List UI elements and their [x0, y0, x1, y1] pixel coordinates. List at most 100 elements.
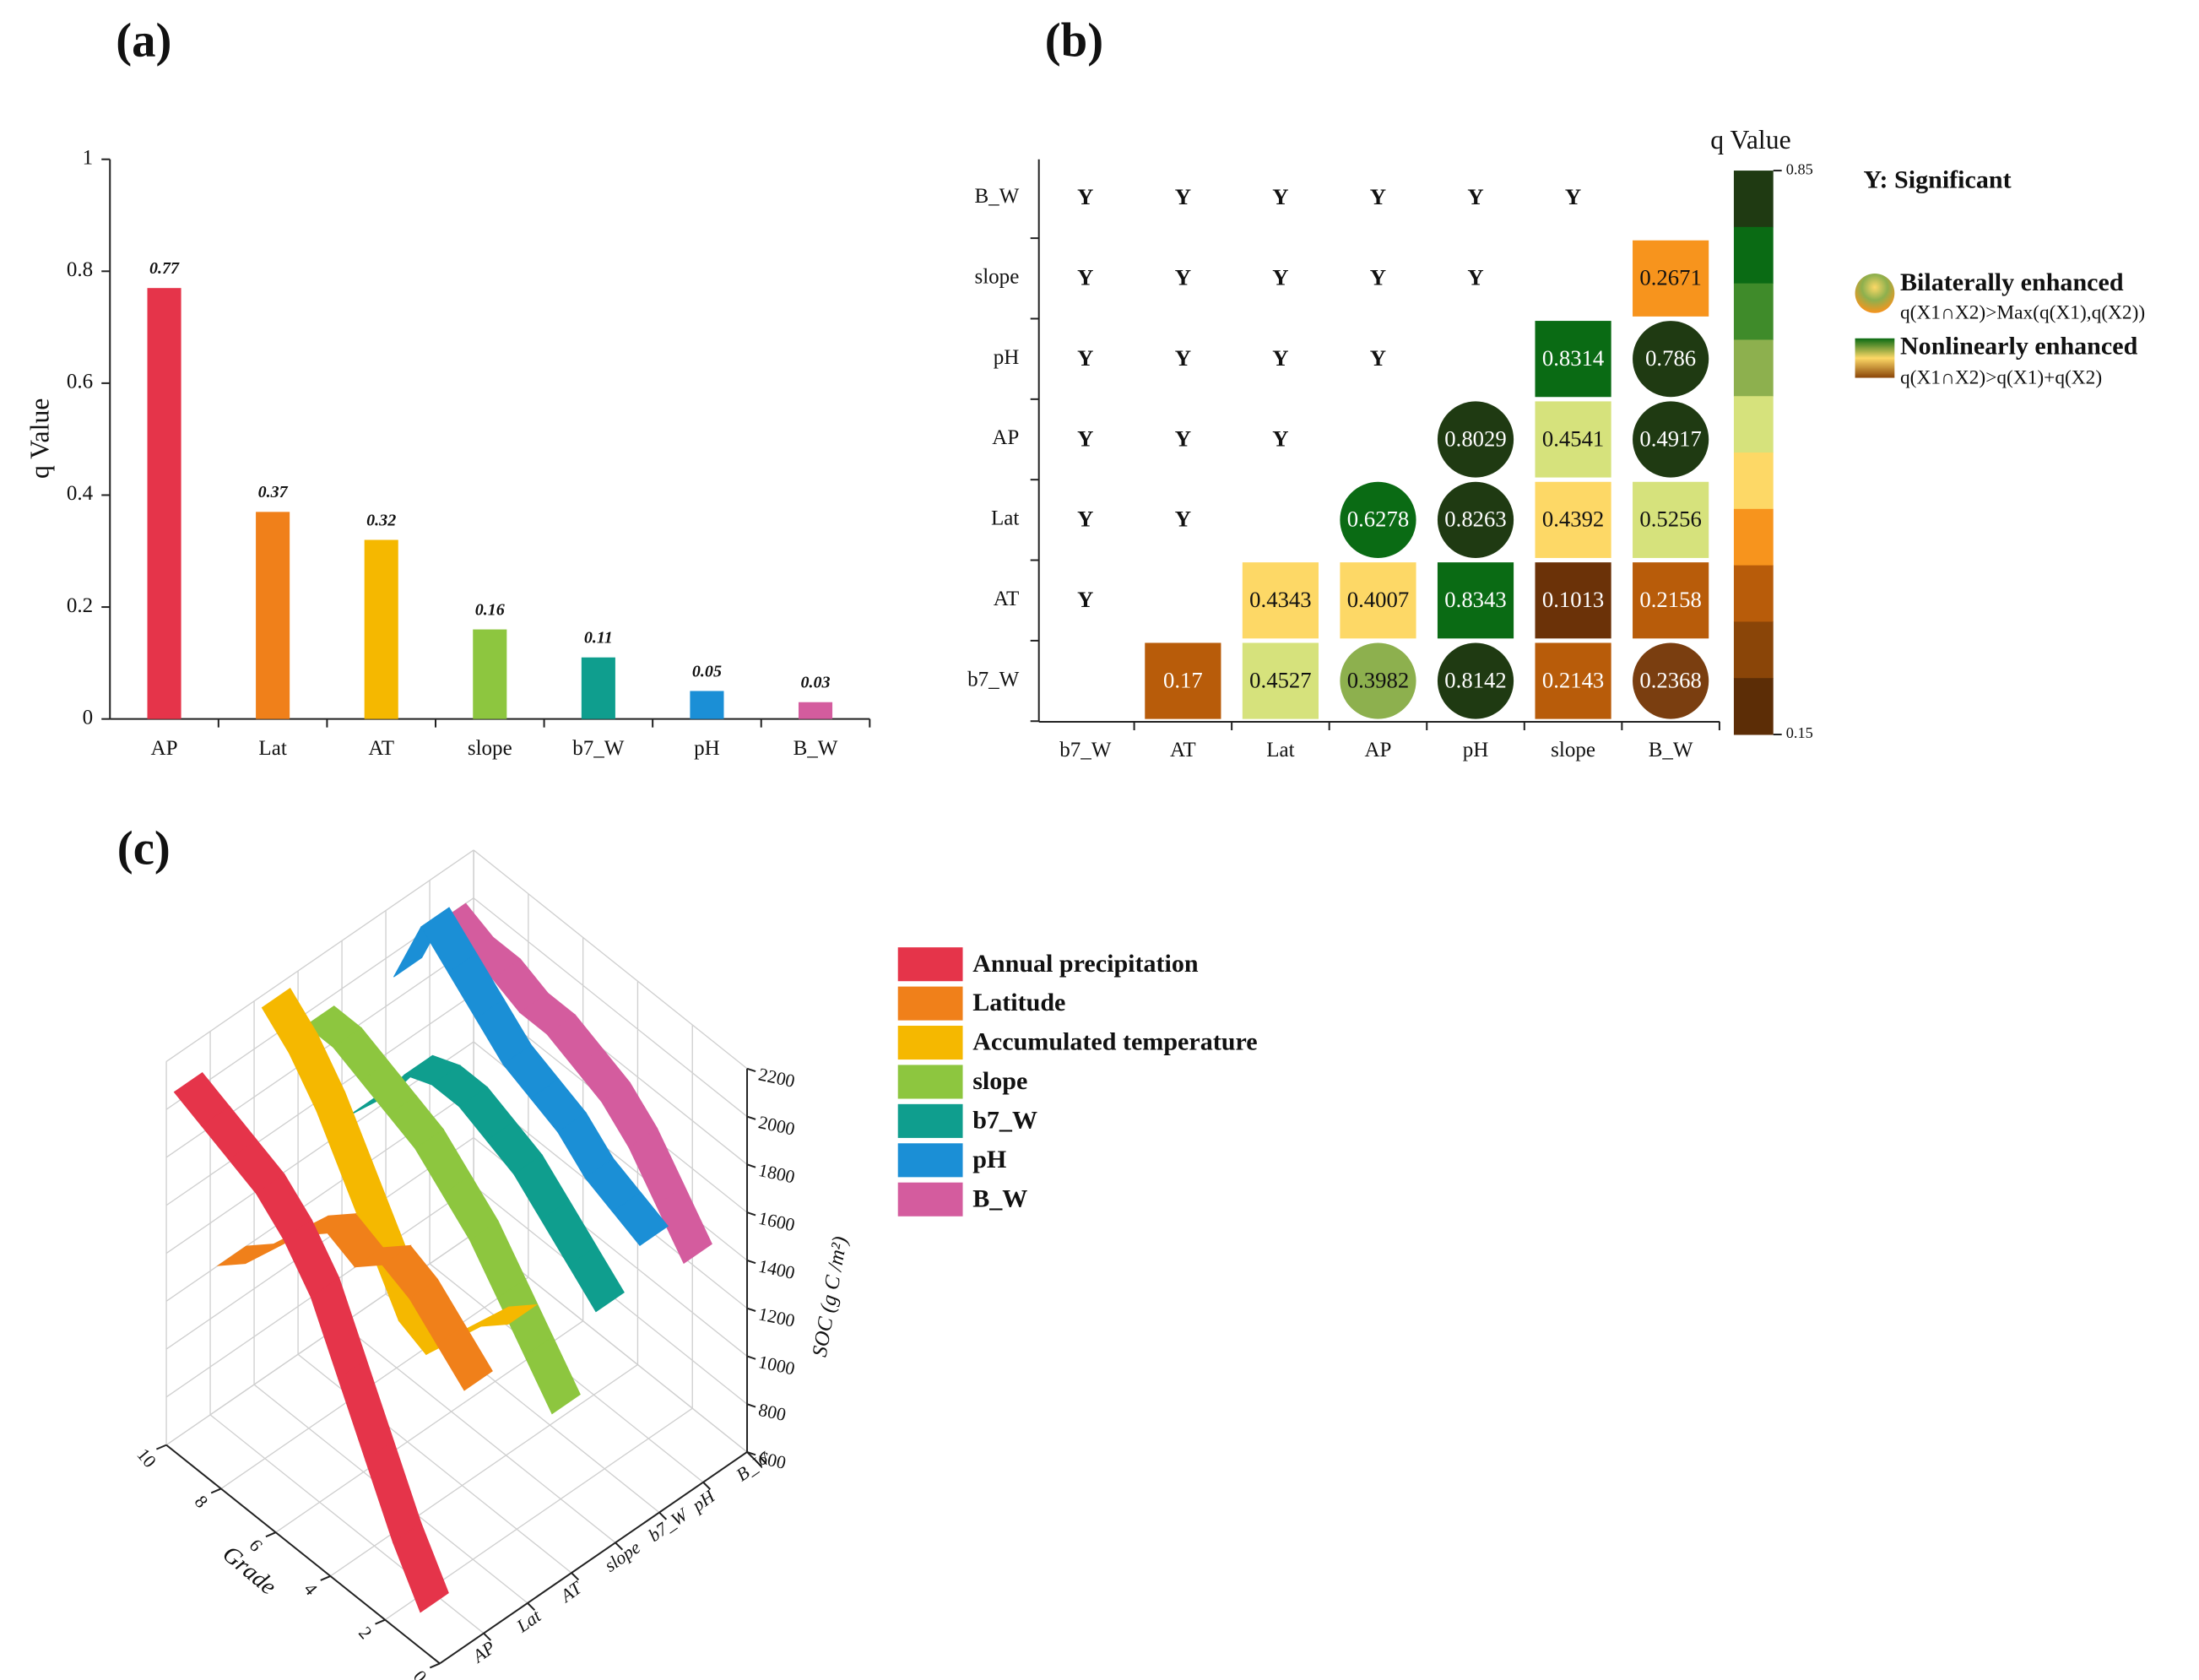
significance-mark: Y [1370, 345, 1386, 371]
floor-grid [297, 1353, 572, 1574]
x-tick-label: Lat [1266, 739, 1294, 761]
legend-label: pH [972, 1145, 1006, 1173]
cell-circle [1633, 401, 1709, 478]
significance-mark: Y [1370, 184, 1386, 209]
wall-grid-line [473, 897, 748, 1118]
x-tick-label: AP [151, 737, 178, 760]
y-tick-label: 0.4 [67, 482, 94, 505]
x-tick [265, 1531, 277, 1538]
cell-value: 0.4007 [1347, 587, 1409, 612]
x-tick-label: 8 [191, 1492, 212, 1512]
y-tick [702, 1482, 712, 1490]
cell-value: 0.8029 [1444, 425, 1506, 451]
x-tick [155, 1444, 167, 1450]
y-tick-label: AP [992, 426, 1019, 449]
x-tick-label: pH [1463, 739, 1489, 761]
significance-mark: Y [1077, 265, 1093, 290]
x-tick-label: B_W [793, 737, 838, 760]
z-tick-label: 1600 [756, 1208, 797, 1236]
cell-square [1535, 321, 1611, 398]
cell-value: 0.8314 [1542, 345, 1604, 371]
legend-label: Latitude [972, 988, 1065, 1016]
legend-bilateral: Bilaterally enhanced [1900, 268, 2124, 296]
x-tick-label: AT [368, 737, 394, 760]
z-tick [746, 1403, 756, 1408]
floor-grid-line [330, 1363, 638, 1577]
x-tick-label: AP [1364, 739, 1391, 761]
cell-square [1340, 562, 1416, 639]
floor-grid-line [220, 1276, 529, 1489]
legend-label: Annual precipitation [972, 949, 1199, 978]
legend-swatch [897, 1065, 963, 1099]
colorbar-step [1733, 453, 1774, 510]
z-tick-label: 1400 [756, 1256, 797, 1284]
colorbar-step [1733, 621, 1774, 679]
value-label: 0.77 [149, 259, 180, 278]
value-label: 0.16 [475, 600, 506, 619]
significance-mark: Y [1175, 265, 1191, 290]
cell-circle [1340, 481, 1416, 558]
y-tick-label: 0.2 [67, 594, 93, 617]
y-tick-label: 1 [83, 146, 94, 169]
y-tick [746, 1451, 756, 1461]
z-tick-label: 2000 [756, 1112, 797, 1140]
value-label: 0.11 [584, 629, 613, 648]
ribbon-segment [479, 1303, 539, 1327]
x-tick-label: Lat [258, 737, 286, 760]
significance-mark: Y [1272, 184, 1288, 209]
y-tick-label: 0.6 [67, 371, 93, 393]
legend-bilateral-rule: q(X1∩X2)>Max(q(X1),q(X2)) [1900, 302, 2145, 324]
significance-mark: Y [1467, 184, 1483, 209]
panel-label: (b) [1045, 14, 1103, 67]
cell-square [1633, 481, 1709, 558]
colorbar-step [1733, 226, 1774, 285]
x-tick [210, 1488, 222, 1494]
x-tick-label: slope [468, 737, 512, 760]
cell-value: 0.17 [1163, 667, 1203, 692]
cell-square [1535, 562, 1611, 639]
y-tick-label: Lat [991, 507, 1019, 530]
colorbar-step [1733, 396, 1774, 453]
cell-circle [1437, 481, 1514, 558]
significance-mark: Y [1175, 184, 1191, 209]
cell-value: 0.4917 [1639, 425, 1701, 451]
value-label: 0.05 [692, 662, 722, 680]
panel-label: (a) [116, 14, 171, 67]
x-tick [320, 1575, 331, 1581]
ribbon-segment [216, 1244, 275, 1266]
floor-grid [209, 1414, 485, 1634]
cell-value: 0.2158 [1639, 587, 1701, 612]
cell-circle [1437, 401, 1514, 478]
bar [581, 657, 615, 719]
cell-circle [1633, 321, 1709, 398]
legend-swatch [897, 1143, 963, 1178]
y-tick [571, 1572, 580, 1581]
significance-mark: Y [1272, 425, 1288, 451]
x-tick-label: 4 [300, 1579, 321, 1599]
significance-mark: Y [1467, 265, 1483, 290]
bar [473, 629, 507, 719]
legend-icon-bilateral [1855, 273, 1895, 313]
cell-square [1242, 642, 1319, 719]
y-tick-label: b7_W [967, 668, 1020, 691]
colorbar-step [1733, 678, 1774, 735]
z-tick [746, 1355, 756, 1360]
significance-mark: Y [1077, 184, 1093, 209]
cell-value: 0.8343 [1444, 587, 1506, 612]
legend-label: B_W [972, 1184, 1027, 1212]
bar [798, 702, 833, 719]
z-tick-label: 1000 [756, 1352, 797, 1379]
y-tick-label: slope [974, 266, 1019, 289]
z-tick [746, 1307, 756, 1312]
legend-label: Accumulated temperature [972, 1027, 1257, 1056]
z-tick [746, 1163, 756, 1168]
legend-significant: Y: Significant [1864, 165, 2012, 193]
cell-value: 0.2143 [1542, 667, 1604, 692]
y-axis [439, 1451, 748, 1665]
significance-mark: Y [1077, 587, 1093, 612]
ribbon-segment [392, 1522, 449, 1613]
legend-swatch [897, 986, 963, 1021]
value-label: 0.32 [366, 511, 396, 529]
cell-value: 0.4541 [1542, 425, 1604, 451]
